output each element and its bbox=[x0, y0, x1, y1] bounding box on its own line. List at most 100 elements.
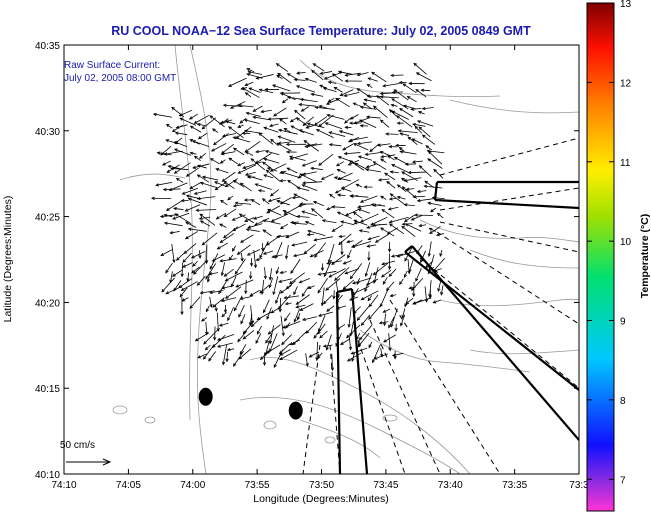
current-vector-head bbox=[412, 195, 417, 199]
current-vector bbox=[280, 284, 292, 294]
current-vector bbox=[390, 193, 407, 206]
current-vector-head bbox=[384, 172, 388, 176]
current-vector-head bbox=[222, 103, 227, 107]
current-vector-head bbox=[223, 181, 228, 185]
current-vector bbox=[237, 330, 248, 342]
current-vector-head bbox=[284, 255, 289, 260]
colorbar-tick-label: 7 bbox=[620, 475, 626, 486]
current-vector bbox=[272, 84, 291, 92]
current-vector-head bbox=[180, 198, 185, 203]
current-vector-head bbox=[416, 198, 421, 203]
current-vector-head bbox=[169, 230, 174, 235]
current-vector-head bbox=[391, 353, 396, 357]
current-vector-head bbox=[401, 225, 405, 230]
current-vector bbox=[261, 279, 265, 295]
current-vector bbox=[244, 141, 261, 153]
current-vector-head bbox=[339, 341, 344, 345]
current-vector-head bbox=[239, 120, 244, 124]
current-vector-head bbox=[382, 281, 386, 285]
current-vector-head bbox=[416, 120, 421, 124]
current-vector-head bbox=[180, 311, 184, 316]
current-vector-head bbox=[283, 128, 288, 132]
current-vector-head bbox=[329, 193, 333, 198]
current-vector bbox=[297, 215, 310, 218]
current-vector bbox=[328, 97, 335, 103]
current-vector bbox=[194, 114, 210, 124]
current-vector bbox=[353, 306, 361, 314]
current-vector-head bbox=[387, 207, 392, 211]
current-vector-head bbox=[401, 222, 406, 226]
current-vector bbox=[368, 341, 373, 348]
current-vector-head bbox=[201, 241, 206, 246]
current-vector-head bbox=[321, 219, 326, 223]
current-vector bbox=[366, 169, 382, 173]
current-vector-head bbox=[365, 115, 370, 119]
current-vector-head bbox=[213, 336, 217, 341]
current-vector-head bbox=[308, 354, 313, 358]
current-vector bbox=[193, 259, 208, 275]
current-vector-head bbox=[351, 295, 356, 299]
current-vector bbox=[341, 179, 360, 190]
current-vector bbox=[283, 210, 298, 218]
current-vector bbox=[357, 204, 372, 208]
current-vector-head bbox=[360, 296, 365, 301]
current-vector-head bbox=[245, 151, 249, 155]
current-vector bbox=[404, 270, 408, 278]
current-vector-head bbox=[367, 77, 372, 81]
current-vector-head bbox=[220, 272, 224, 277]
current-vector-head bbox=[252, 216, 257, 220]
current-vector-head bbox=[393, 89, 398, 93]
scale-arrow bbox=[66, 458, 112, 466]
current-vector bbox=[215, 182, 226, 191]
current-vector bbox=[359, 324, 373, 341]
current-vector bbox=[228, 157, 239, 165]
current-vector bbox=[299, 303, 314, 311]
current-vector bbox=[392, 110, 409, 120]
current-vector bbox=[170, 230, 180, 234]
current-vector bbox=[187, 272, 190, 282]
current-vector bbox=[250, 158, 266, 171]
current-vector-head bbox=[324, 122, 329, 126]
current-vector bbox=[273, 349, 284, 368]
current-vector-head bbox=[289, 118, 294, 123]
current-vector bbox=[263, 174, 274, 179]
current-vector bbox=[208, 351, 217, 362]
current-vector-head bbox=[403, 178, 408, 182]
current-vector-head bbox=[335, 97, 339, 102]
current-vector bbox=[240, 182, 252, 192]
current-vector bbox=[420, 250, 426, 263]
current-vector-head bbox=[412, 293, 416, 298]
current-vector bbox=[380, 289, 389, 307]
current-vector bbox=[402, 83, 417, 94]
current-vector-head bbox=[396, 121, 401, 125]
current-vector-head bbox=[173, 287, 177, 292]
current-vector-head bbox=[262, 251, 267, 255]
current-vector-head bbox=[196, 123, 201, 127]
current-vector bbox=[301, 286, 310, 297]
current-vector-head bbox=[295, 85, 300, 89]
current-vector bbox=[201, 117, 217, 130]
current-vector bbox=[350, 263, 363, 279]
shoal-contour bbox=[112, 405, 128, 415]
current-vector-head bbox=[301, 172, 306, 176]
current-vector-head bbox=[285, 150, 290, 154]
current-vector-head bbox=[205, 308, 209, 313]
radial-line-dashed bbox=[439, 221, 579, 253]
current-vector bbox=[361, 290, 379, 300]
current-vector bbox=[276, 63, 289, 72]
current-vector bbox=[225, 178, 238, 187]
current-vector bbox=[389, 198, 397, 200]
current-vector bbox=[425, 145, 433, 151]
current-vector-head bbox=[270, 310, 275, 314]
current-vector-head bbox=[408, 286, 413, 290]
current-vector bbox=[197, 196, 216, 200]
current-vector-head bbox=[224, 183, 229, 188]
current-vector bbox=[433, 299, 442, 304]
current-vector-head bbox=[368, 303, 373, 308]
current-vector-head bbox=[288, 280, 293, 285]
current-vector-head bbox=[349, 121, 353, 125]
current-vector bbox=[332, 73, 344, 82]
current-vector-head bbox=[386, 180, 390, 185]
current-vector bbox=[314, 236, 334, 241]
